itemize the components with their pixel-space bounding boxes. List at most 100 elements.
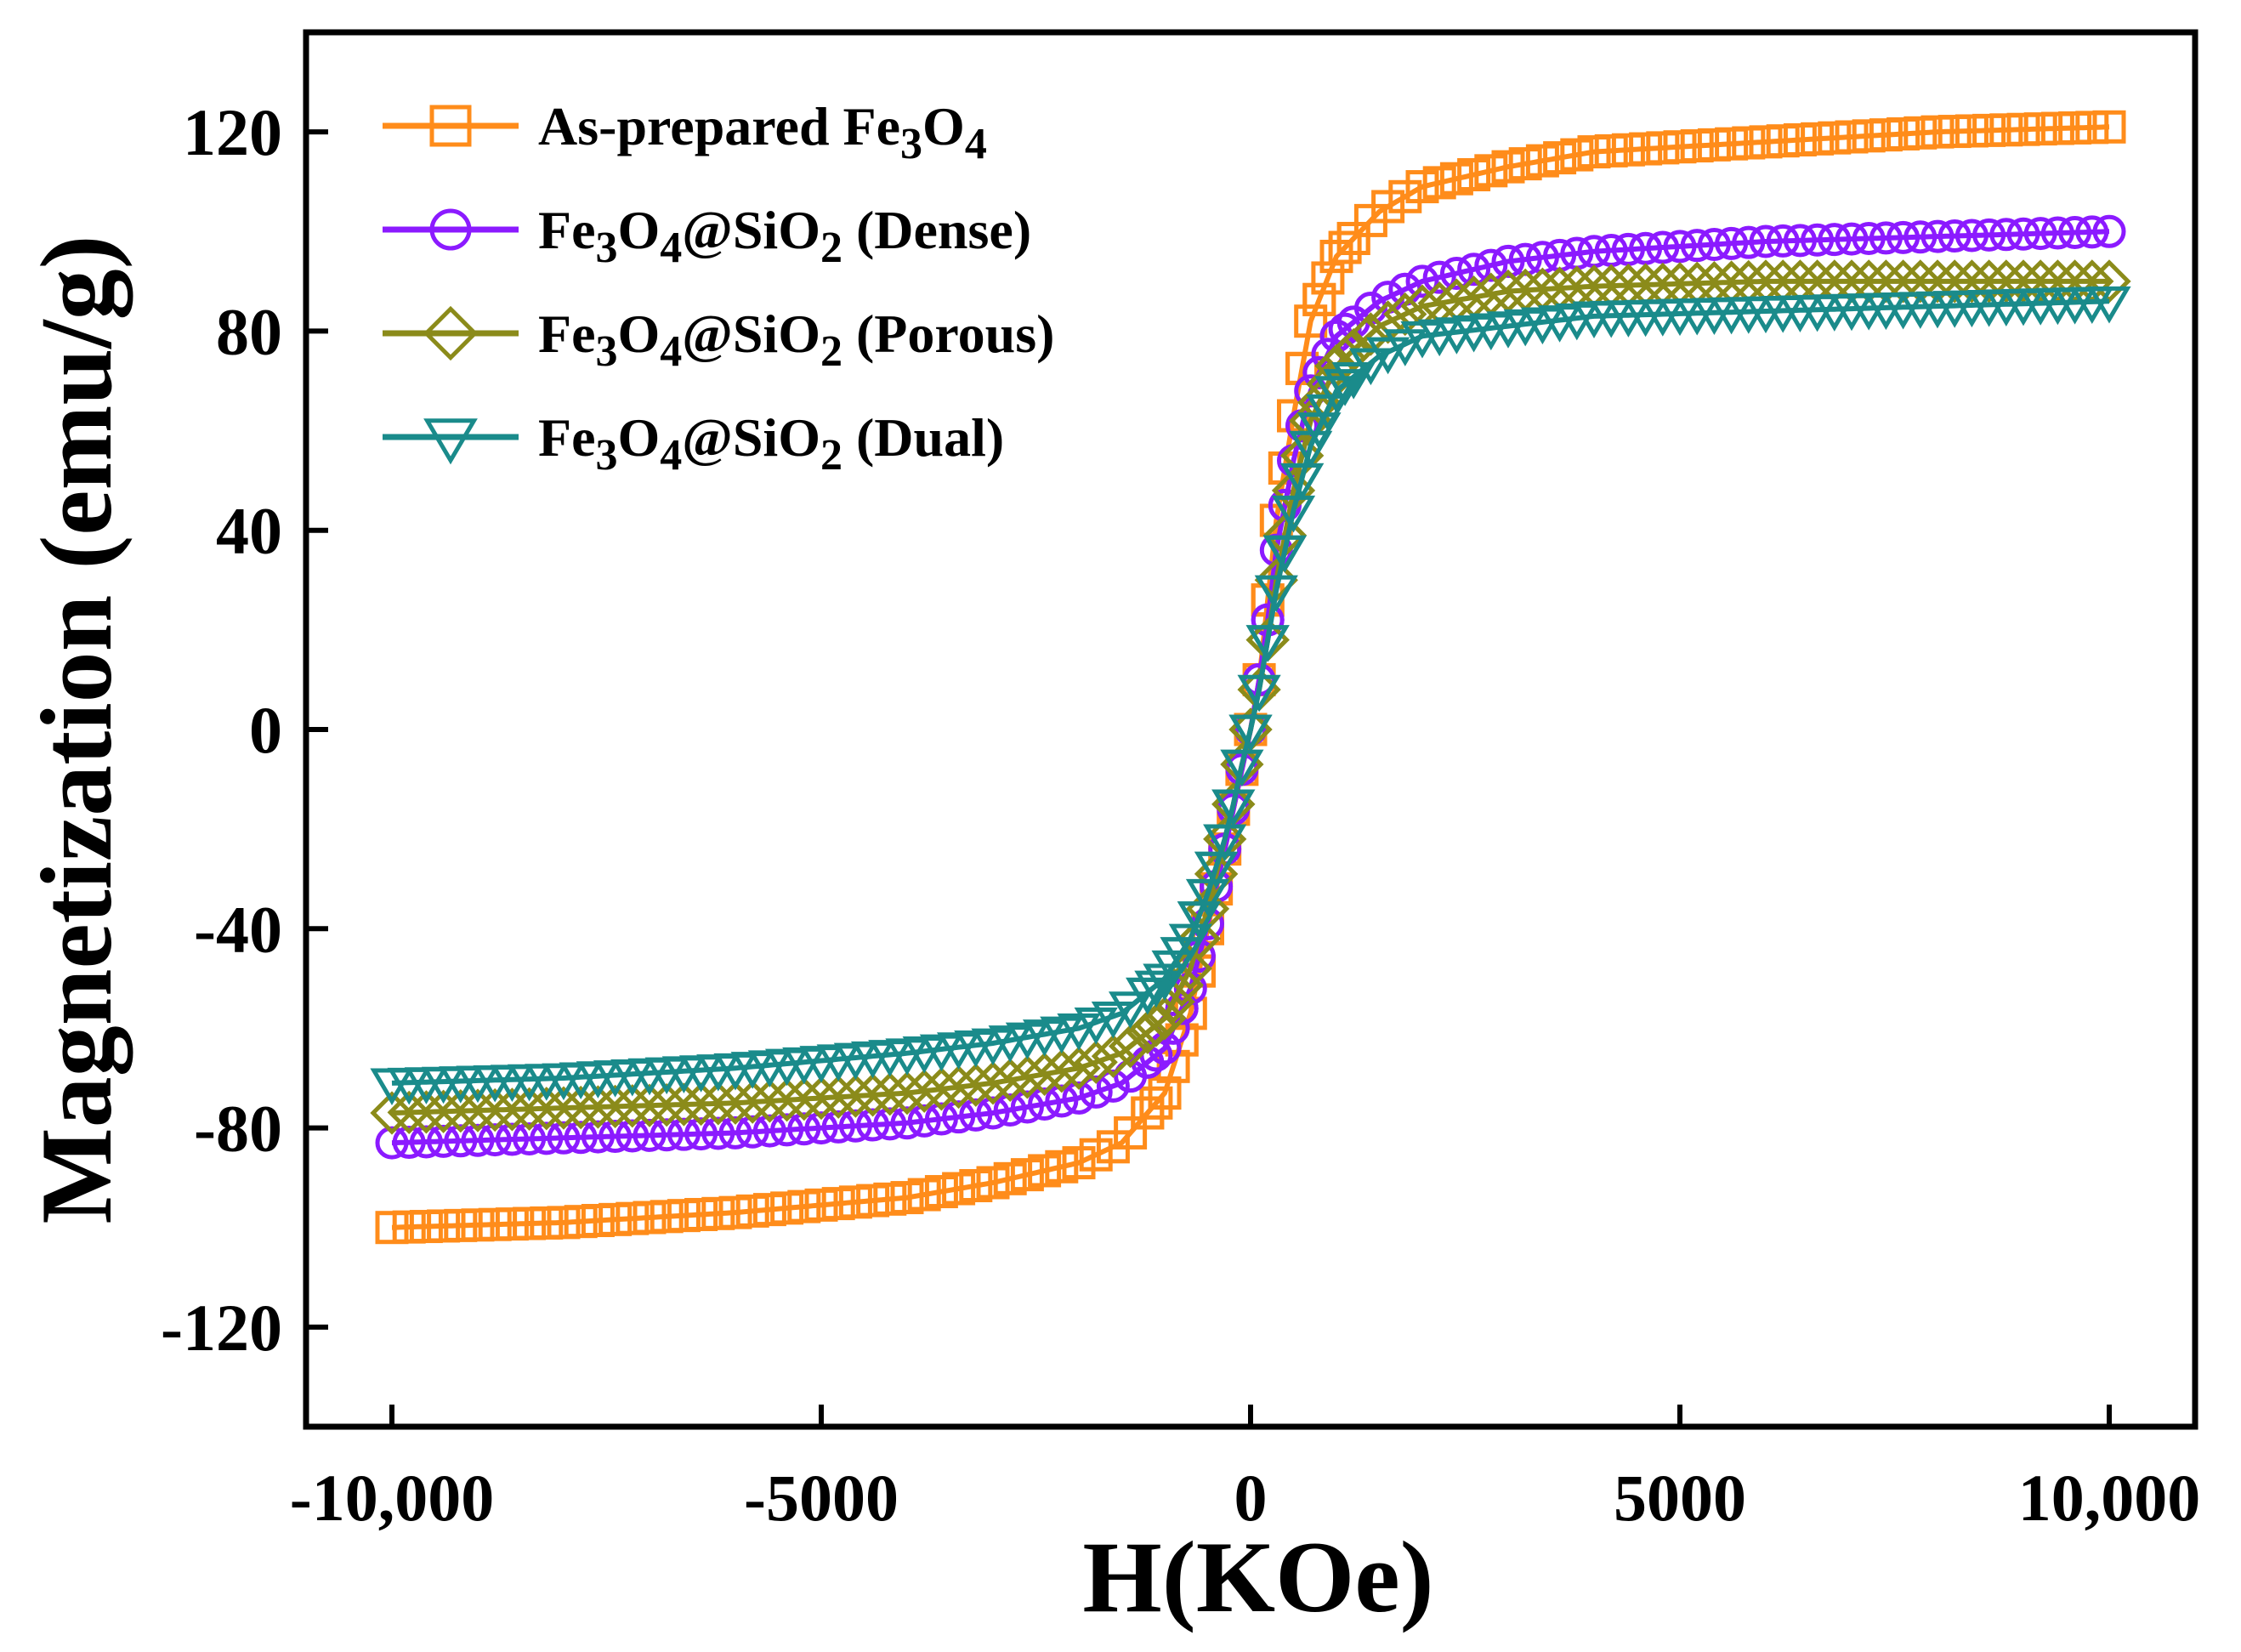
data-point xyxy=(1663,230,1697,264)
data-point xyxy=(1365,337,1410,375)
data-point xyxy=(1057,1013,1101,1051)
data-point xyxy=(423,418,478,465)
data-point xyxy=(902,1069,946,1113)
data-point xyxy=(1560,138,1594,172)
data-point xyxy=(495,1207,529,1241)
legend: As-prepared Fe3O4 Fe3O4@SiO2 (Dense) Fe3O4… xyxy=(383,96,1054,480)
data-point xyxy=(919,1067,964,1111)
data-point xyxy=(2040,111,2074,145)
data-point xyxy=(1091,1001,1136,1039)
data-point xyxy=(1697,128,1731,162)
data-point xyxy=(616,1201,650,1235)
data-point xyxy=(1028,1087,1062,1121)
data-point xyxy=(616,1119,650,1153)
data-point xyxy=(1903,116,1937,150)
data-point xyxy=(530,1121,564,1155)
data-point xyxy=(1057,1046,1101,1090)
axes-layer: -10,000 -5000 0 5000 10,000 -120 -80 -40 0 40 80 12… xyxy=(161,95,2200,1535)
data-point xyxy=(1680,229,1714,263)
data-point xyxy=(513,1206,547,1240)
data-point xyxy=(1457,158,1491,192)
x-tick-label: 10,000 xyxy=(2018,1461,2201,1535)
data-point xyxy=(1920,219,1954,253)
data-point xyxy=(1134,1003,1178,1047)
data-point xyxy=(409,1125,443,1159)
data-point xyxy=(816,1075,860,1119)
x-tick-label: 0 xyxy=(1234,1461,1268,1535)
x-tick-label: 5000 xyxy=(1614,1461,1746,1535)
data-point xyxy=(1972,218,2006,252)
data-point xyxy=(770,1113,804,1147)
legend-item-0: As-prepared Fe3O4 xyxy=(383,96,987,168)
y-tick-label: -40 xyxy=(194,892,282,966)
data-point xyxy=(1932,259,1977,304)
data-point xyxy=(1331,361,1376,400)
data-point xyxy=(782,1076,826,1121)
data-point xyxy=(684,1197,718,1231)
legend-label: Fe3O4@SiO2 (Dense) xyxy=(538,200,1031,272)
data-point xyxy=(1271,495,1316,533)
data-point xyxy=(787,1189,821,1223)
data-point xyxy=(971,1061,1015,1105)
data-point xyxy=(599,1120,633,1154)
data-point xyxy=(1074,1040,1118,1084)
data-point xyxy=(993,1093,1027,1127)
data-point xyxy=(444,1124,478,1158)
data-point xyxy=(696,1081,740,1126)
data-point xyxy=(1491,244,1525,278)
data-point xyxy=(1646,230,1680,264)
data-point xyxy=(1062,1081,1096,1115)
data-point xyxy=(2035,259,2080,304)
data-point xyxy=(1185,878,1230,917)
data-point xyxy=(1228,714,1273,752)
data-point xyxy=(1134,970,1178,1008)
data-point xyxy=(1989,113,2023,147)
data-point xyxy=(1062,1146,1096,1180)
data-point xyxy=(667,1199,701,1233)
data-point xyxy=(375,1211,409,1245)
data-point xyxy=(375,1126,409,1160)
data-point xyxy=(1715,226,1749,260)
data-point xyxy=(1852,221,1886,255)
data-point xyxy=(2001,259,2045,304)
data-point xyxy=(718,1116,752,1150)
x-tick-label: -5000 xyxy=(744,1461,899,1535)
y-tick-label: -120 xyxy=(161,1291,282,1365)
data-point xyxy=(804,1188,838,1222)
data-point xyxy=(2058,111,2092,145)
data-point xyxy=(387,1090,431,1135)
data-point xyxy=(564,1205,598,1239)
data-point xyxy=(1323,369,1367,406)
data-point xyxy=(1148,1076,1182,1110)
data-point xyxy=(1237,674,1281,712)
data-point xyxy=(735,1115,769,1149)
data-point xyxy=(1285,351,1319,385)
data-point xyxy=(856,1108,890,1142)
data-point xyxy=(1766,224,1800,258)
data-point xyxy=(1966,259,2011,304)
data-point xyxy=(959,1169,993,1203)
x-tick-label: -10,000 xyxy=(290,1461,494,1535)
data-point xyxy=(661,1082,706,1127)
y-tick-label: 0 xyxy=(249,693,282,767)
data-point xyxy=(1543,141,1577,175)
data-point xyxy=(1869,221,1903,255)
data-point xyxy=(747,1079,792,1123)
data-point xyxy=(1302,282,1336,316)
data-point xyxy=(850,1073,895,1117)
y-tick-label: 80 xyxy=(216,294,282,368)
data-point xyxy=(429,105,472,147)
data-point xyxy=(1279,463,1325,501)
data-point xyxy=(1245,625,1290,662)
data-point xyxy=(1439,256,1473,290)
data-point xyxy=(1294,304,1328,338)
data-point xyxy=(1697,228,1731,262)
data-point xyxy=(1028,1154,1062,1188)
data-point xyxy=(954,1063,998,1107)
data-point xyxy=(1383,329,1427,366)
data-point xyxy=(650,1200,684,1234)
data-point xyxy=(1022,1052,1067,1096)
data-point xyxy=(1972,113,2006,147)
data-point xyxy=(713,1081,757,1125)
